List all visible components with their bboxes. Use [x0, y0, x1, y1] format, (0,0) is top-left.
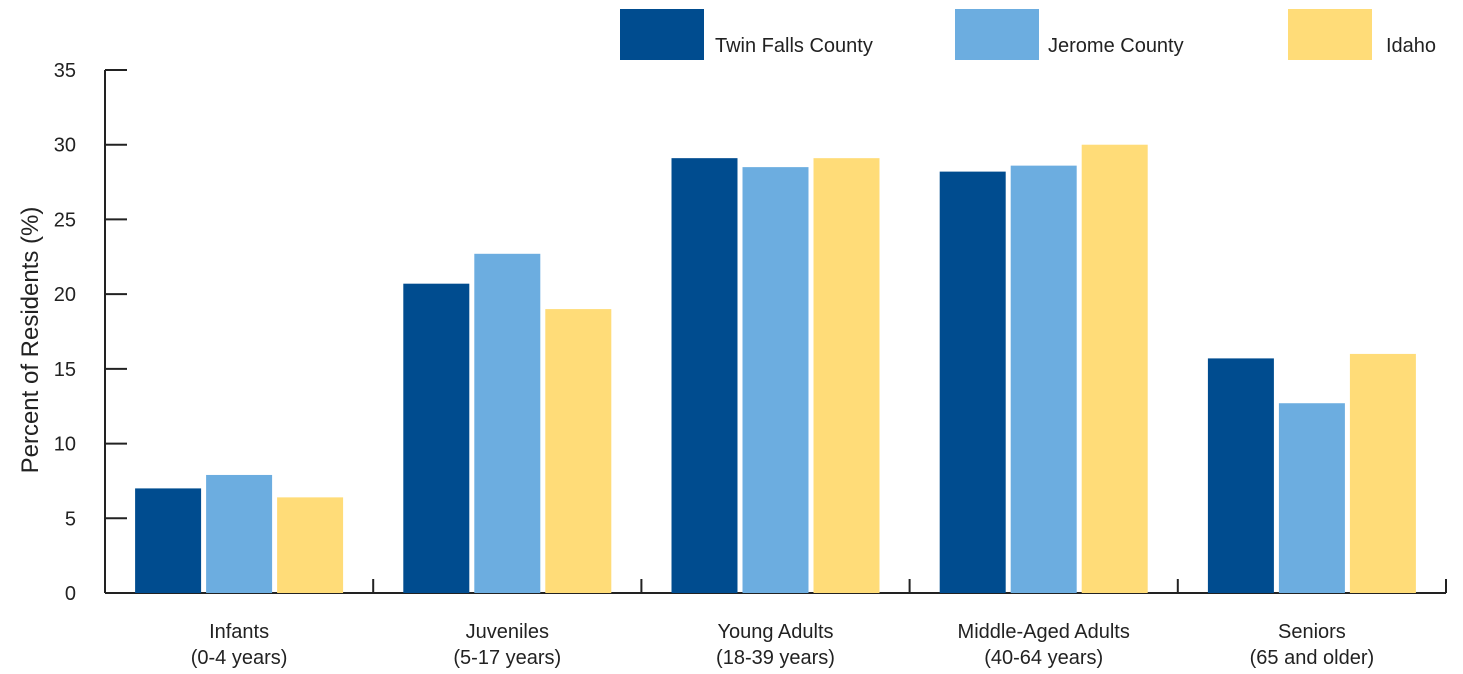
bar: [1207, 358, 1274, 593]
bar: [1278, 403, 1345, 593]
bar: [939, 171, 1006, 593]
legend-label: Idaho: [1386, 35, 1436, 57]
bars: [135, 144, 1416, 594]
y-tick-label: 25: [54, 209, 76, 231]
y-tick-label: 10: [54, 434, 76, 456]
bar: [135, 488, 202, 593]
y-tick-label: 20: [54, 284, 76, 306]
bar: [474, 253, 541, 593]
legend-swatch: [620, 9, 704, 60]
bar: [206, 474, 273, 593]
legend-item: Jerome County: [955, 9, 1184, 60]
y-axis: 0 5 10 15 20 25 30 35: [54, 60, 127, 605]
legend-swatch: [1288, 9, 1372, 60]
category-label: Seniors (65 and older): [1250, 621, 1375, 669]
legend: Twin Falls County Jerome County Idaho: [620, 9, 1436, 60]
bar: [277, 497, 344, 593]
bar: [1010, 165, 1077, 594]
y-axis-title: Percent of Residents (%): [17, 207, 44, 474]
category-label: Young Adults (18-39 years): [716, 621, 835, 669]
bar: [1081, 144, 1148, 593]
category-label: Juveniles (5-17 years): [453, 621, 561, 669]
legend-item: Idaho: [1288, 9, 1436, 60]
y-tick-label: 5: [65, 508, 76, 530]
bar: [813, 158, 880, 594]
bar: [545, 309, 612, 593]
legend-label: Twin Falls County: [715, 35, 873, 57]
bar: [742, 167, 809, 593]
category-label: Middle-Aged Adults (40-64 years): [958, 621, 1130, 669]
legend-item: Twin Falls County: [620, 9, 873, 60]
bar: [671, 158, 738, 594]
legend-label: Jerome County: [1048, 35, 1184, 57]
y-tick-label: 30: [54, 135, 76, 157]
y-tick-label: 15: [54, 359, 76, 381]
category-label: Infants (0-4 years): [191, 621, 288, 669]
bar: [403, 283, 470, 593]
bar: [1349, 353, 1416, 593]
y-tick-label: 35: [54, 60, 76, 82]
legend-swatch: [955, 9, 1039, 60]
y-tick-label: 0: [65, 583, 76, 605]
